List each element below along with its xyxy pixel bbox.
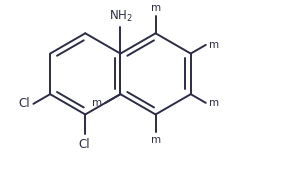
Text: Cl: Cl [18, 97, 29, 110]
Text: m: m [151, 3, 161, 13]
Text: m: m [209, 98, 219, 108]
Text: m: m [209, 40, 219, 50]
Text: NH$_2$: NH$_2$ [108, 8, 132, 24]
Text: m: m [151, 135, 161, 145]
Text: Cl: Cl [78, 138, 90, 151]
Text: m: m [92, 98, 103, 108]
